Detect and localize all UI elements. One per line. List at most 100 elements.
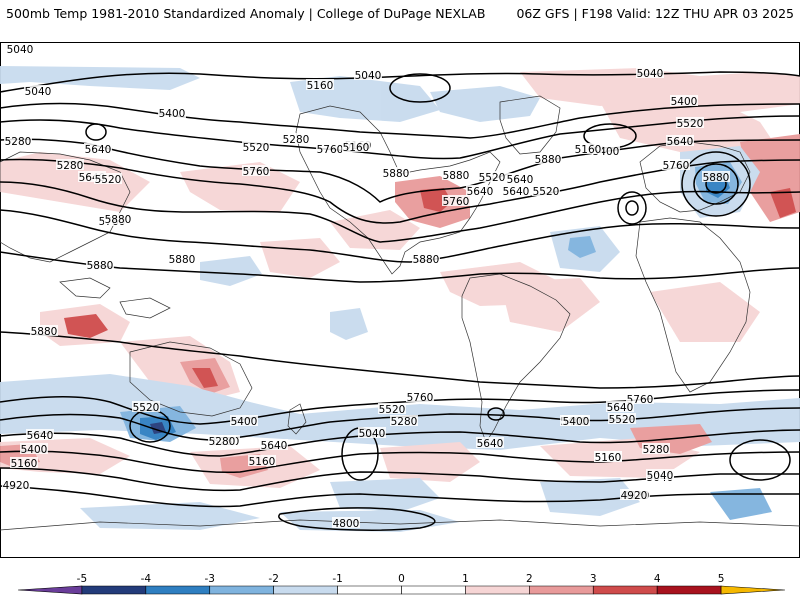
contour-label: 5040 [359,428,386,440]
contour-label: 5640 [607,402,634,414]
neg-anomaly-patch [0,66,200,90]
antarctica-coast [0,519,800,531]
neg-anomaly-patch [280,510,460,532]
contour-label-bg [442,169,470,180]
contour-label: 5040 [355,70,382,82]
colorbar-tick-label: -2 [268,573,278,585]
contour-label-bg [412,253,440,264]
contour-label: 5520 [677,118,704,130]
africa-coast [635,217,751,393]
colorbar-tick-label: 0 [398,573,405,585]
contour-line [0,251,800,283]
contour-line [0,138,800,203]
contour-label-bg [10,457,38,468]
neg-anomaly-patch [200,256,262,286]
contour-label-bg [670,95,698,106]
contour-label-bg [168,253,196,264]
closed-low-contour [693,163,739,205]
map-title: 500mb Temp 1981-2010 Standardized Anomal… [6,6,486,21]
contour-label-bg [594,451,622,462]
neg-anomaly-patch [330,308,368,340]
contour-label-bg [342,141,370,152]
new-zealand-coast [287,403,307,435]
contour-label-bg [406,391,434,402]
contour-label: 5880 [87,260,114,272]
colorbar-tick-label: 4 [654,573,661,585]
contour-label-bg [502,185,530,196]
contour-label: 5160 [595,452,622,464]
contour-label: 5040 [25,86,52,98]
colorbar-tick-labels: -5 -4 -3 -2 -1 0 1 2 3 4 5 [77,573,725,585]
closed-low-contour [729,439,791,481]
contour-label-bg [332,517,360,528]
contour-label-bg [506,173,534,184]
contour-label: 5760 [317,144,344,156]
contour-label-bg [6,43,34,54]
contour-label: 5040 [7,44,34,56]
contour-label-bg [30,325,58,336]
contour-label: 5400 [21,444,48,456]
contour-label: 5520 [533,186,560,198]
anomaly-shading [0,66,800,532]
colorbar-cell [337,585,402,595]
contour-label: 5520 [479,172,506,184]
strong-pos-anomaly [770,188,796,218]
colorbar-tick-label: -5 [77,573,87,585]
contour-label-bg [620,489,648,500]
contour-label-bg [132,401,160,412]
contour-label: 5640 [503,186,530,198]
contour-line [0,102,800,139]
contour-label-bg [158,107,186,118]
closed-low-contour [389,73,451,103]
contour-label-bg [390,415,418,426]
north-america-coast [295,105,501,275]
contour-label-bg [242,165,270,176]
australia-coast [129,341,253,417]
neg-anomaly-patch [710,488,772,520]
contour-label-bg [84,143,112,154]
contour-label-bg [702,171,730,182]
contour-line [0,209,800,263]
closed-low-contour [487,407,505,421]
colorbar-tick-label: -4 [141,573,152,585]
contour-label: 5880 [169,254,196,266]
contour-label: 5640 [477,438,504,450]
closed-low-contour [681,151,751,217]
contour-label-bg [592,145,620,156]
contour-label: 5160 [307,80,334,92]
contour-line [0,181,800,243]
contour-line [0,485,800,508]
contour-label: 5040 [637,68,664,80]
contour-label-bg [478,171,506,182]
colorbar-cell [145,585,211,595]
colorbar-cell [273,585,338,595]
colorbar-cell [17,585,83,595]
contour-label: 5880 [31,326,58,338]
contour-label-bg [476,437,504,448]
contour-line [0,429,800,457]
contour-label: 5880 [383,168,410,180]
contour-label-bg [574,143,602,154]
contour-label: 5520 [609,414,636,426]
se-asia-islands [59,277,171,319]
contour-label-bg [466,185,494,196]
strong-pos-anomaly [192,368,218,388]
contour-label: 5520 [133,402,160,414]
contour-label-bg [662,159,690,170]
contour-label-bg [20,443,48,454]
contour-label-bg [378,403,406,414]
contour-label: 5640 [507,174,534,186]
colorbar-tick-label: 3 [590,573,597,585]
contour-label-bg [242,141,270,152]
contour-label: 5280 [5,136,32,148]
contour-label: 5160 [575,144,602,156]
contour-label: 4920 [621,490,648,502]
colorbar-cells [17,585,786,595]
contour-label: 5760 [663,160,690,172]
header: 500mb Temp 1981-2010 Standardized Anomal… [0,0,800,30]
contour-label: 5640 [467,186,494,198]
model-run-info: 06Z GFS | F198 Valid: 12Z THU APR 03 202… [516,6,794,21]
contour-label-bg [606,401,634,412]
colorbar-cell [465,585,530,595]
contour-label: 5760 [243,166,270,178]
